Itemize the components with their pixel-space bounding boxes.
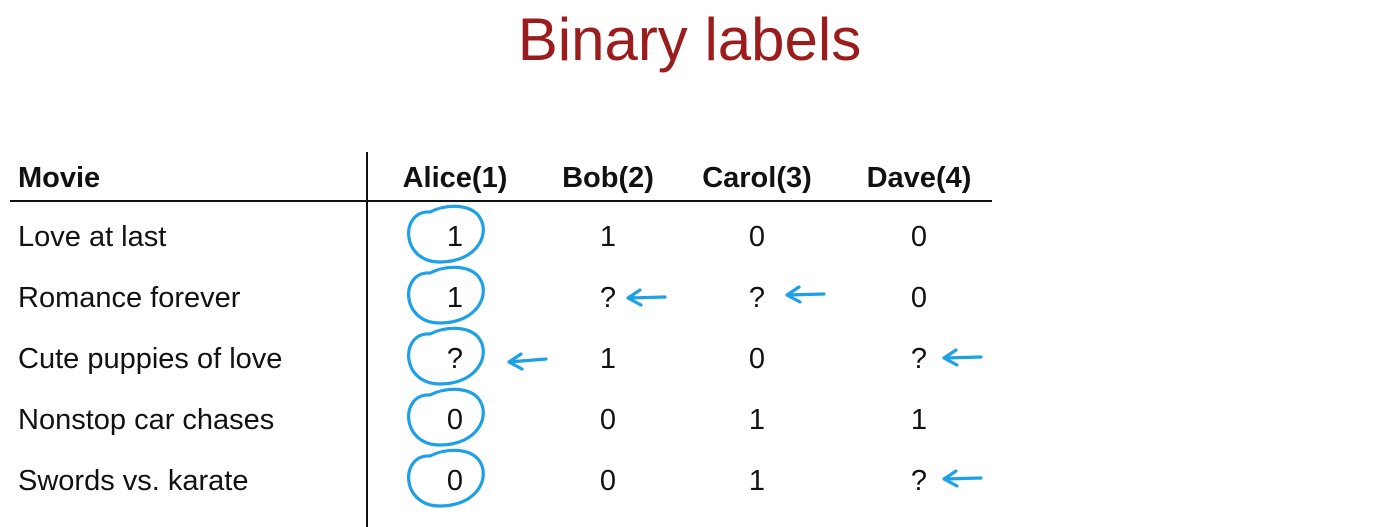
rating-carol: 1 bbox=[748, 465, 766, 497]
slide-title: Binary labels bbox=[517, 6, 862, 73]
rating-carol: 1 bbox=[748, 404, 766, 436]
header-carol: Carol(3) bbox=[702, 162, 812, 194]
column-divider bbox=[366, 152, 368, 527]
rating-alice: 1 bbox=[446, 221, 464, 253]
movie-title: Romance forever bbox=[18, 282, 241, 314]
rating-bob: ? bbox=[599, 282, 617, 314]
header-dave: Dave(4) bbox=[866, 162, 972, 194]
header-movie: Movie bbox=[18, 162, 101, 194]
rating-bob: 1 bbox=[599, 221, 617, 253]
rating-alice: 1 bbox=[446, 282, 464, 314]
header-bob: Bob(2) bbox=[562, 162, 654, 194]
rating-dave: ? bbox=[910, 343, 928, 375]
rating-carol: 0 bbox=[748, 221, 766, 253]
movie-title: Cute puppies of love bbox=[18, 343, 283, 375]
rating-carol: ? bbox=[748, 282, 766, 314]
movie-title: Swords vs. karate bbox=[18, 465, 249, 497]
rating-bob: 1 bbox=[599, 343, 617, 375]
rating-bob: 0 bbox=[599, 404, 617, 436]
rating-alice: 0 bbox=[446, 465, 464, 497]
rating-dave: ? bbox=[910, 465, 928, 497]
rating-dave: 0 bbox=[910, 221, 928, 253]
header-alice: Alice(1) bbox=[402, 162, 508, 194]
rating-carol: 0 bbox=[748, 343, 766, 375]
movie-title: Love at last bbox=[18, 221, 167, 253]
rating-alice: 0 bbox=[446, 404, 464, 436]
header-divider bbox=[10, 200, 992, 202]
movie-title: Nonstop car chases bbox=[18, 404, 275, 436]
rating-dave: 0 bbox=[910, 282, 928, 314]
rating-bob: 0 bbox=[599, 465, 617, 497]
rating-dave: 1 bbox=[910, 404, 928, 436]
rating-alice: ? bbox=[446, 343, 464, 375]
